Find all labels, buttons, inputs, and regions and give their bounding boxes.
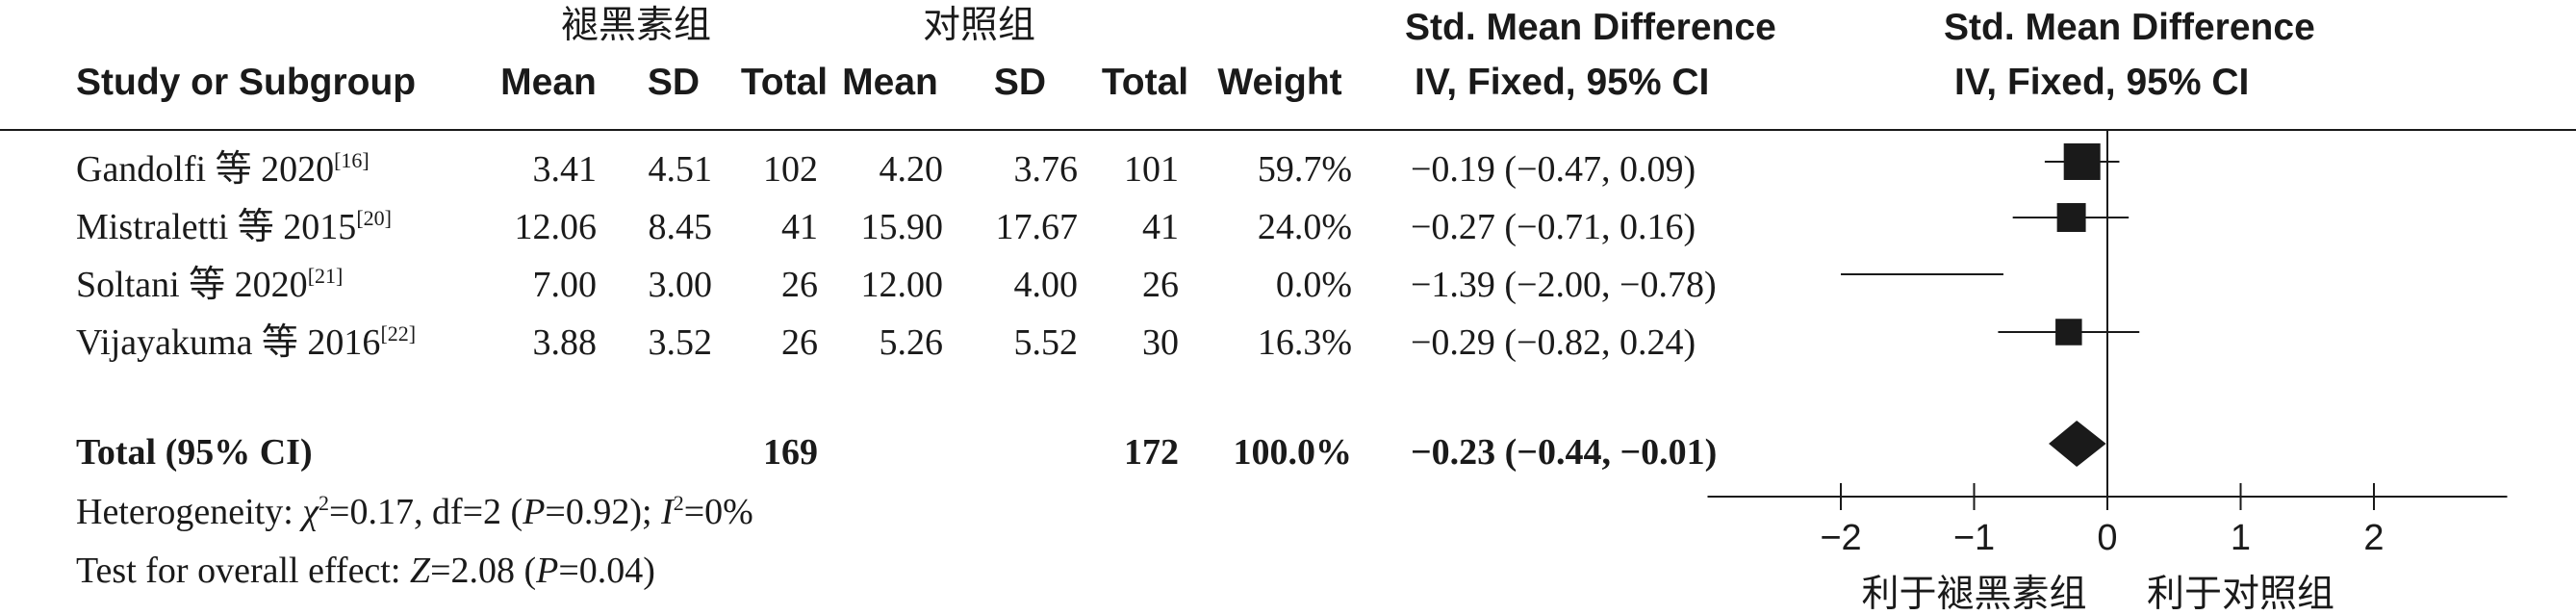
column-header-sd1: SD — [647, 62, 701, 103]
study-weight: 24.0% — [1257, 207, 1352, 247]
column-header-total1: Total — [740, 62, 829, 103]
favours-melatonin-label: 利于褪黑素组 — [1861, 573, 2086, 615]
study-weight: 59.7% — [1257, 149, 1352, 190]
heterogeneity-note: Heterogeneity: χ2=0.17, df=2 (P=0.92); I… — [76, 491, 753, 532]
study-ci: −1.39 (−2.00, −0.78) — [1411, 265, 1717, 305]
smd-subheader-left: IV, Fixed, 95% CI — [1415, 62, 1710, 103]
study-mean2: 12.00 — [860, 265, 944, 305]
study-mean1: 3.41 — [532, 149, 598, 190]
total-n2: 172 — [1124, 432, 1179, 473]
study-ci: −0.29 (−0.82, 0.24) — [1411, 322, 1696, 363]
study-ci: −0.27 (−0.71, 0.16) — [1411, 207, 1696, 247]
smd-header-right: Std. Mean Difference — [1944, 7, 2315, 48]
column-header-total2: Total — [1101, 62, 1189, 103]
study-sd1: 8.45 — [648, 207, 713, 247]
column-header-sd2: SD — [993, 62, 1047, 103]
x-tick-label: 2 — [2363, 518, 2384, 558]
study-sd1: 4.51 — [648, 149, 713, 190]
x-tick-label: 1 — [2231, 518, 2251, 558]
study-mean2: 15.90 — [860, 207, 944, 247]
favours-control-label: 利于对照组 — [2147, 573, 2334, 615]
study-mean1: 7.00 — [532, 265, 598, 305]
study-sd2: 3.76 — [1013, 149, 1079, 190]
study-n1: 41 — [781, 207, 818, 247]
study-n1: 26 — [781, 265, 818, 305]
total-label: Total (95% CI) — [76, 432, 313, 473]
study-sd1: 3.52 — [648, 322, 713, 363]
point-estimate — [2055, 319, 2082, 346]
group-header-control: 对照组 — [923, 4, 1036, 47]
column-header-mean1: Mean — [500, 62, 597, 103]
column-header-mean2: Mean — [842, 62, 938, 103]
overall-diamond — [2049, 421, 2106, 467]
study-mean2: 5.26 — [879, 322, 944, 363]
study-name: Soltani 等 2020[21] — [76, 264, 344, 305]
study-sd2: 5.52 — [1013, 322, 1079, 363]
column-header-study: Study or Subgroup — [76, 62, 417, 103]
smd-subheader-right: IV, Fixed, 95% CI — [1954, 62, 2250, 103]
point-estimate — [2056, 203, 2086, 232]
group-header-melatonin: 褪黑素组 — [561, 4, 712, 47]
study-n2: 26 — [1142, 265, 1179, 305]
study-mean2: 4.20 — [879, 149, 944, 190]
x-tick-label: 0 — [2097, 518, 2117, 558]
study-name: Mistraletti 等 2015[20] — [76, 206, 392, 247]
x-tick-label: −2 — [1820, 518, 1861, 558]
header-rule — [0, 129, 2576, 131]
study-n1: 26 — [781, 322, 818, 363]
total-ci: −0.23 (−0.44, −0.01) — [1411, 432, 1718, 473]
study-mean1: 3.88 — [532, 322, 598, 363]
study-weight: 16.3% — [1257, 322, 1352, 363]
study-n2: 101 — [1124, 149, 1179, 190]
study-sd2: 17.67 — [995, 207, 1079, 247]
study-sd1: 3.00 — [648, 265, 713, 305]
study-name: Gandolfi 等 2020[16] — [76, 148, 370, 190]
total-weight: 100.0% — [1233, 432, 1353, 473]
overall-effect-note: Test for overall effect: Z=2.08 (P=0.04) — [76, 551, 655, 591]
study-n2: 41 — [1142, 207, 1179, 247]
total-n1: 169 — [763, 432, 818, 473]
study-n1: 102 — [763, 149, 818, 190]
study-name: Vijayakuma 等 2016[22] — [76, 321, 417, 363]
study-weight: 0.0% — [1275, 265, 1352, 305]
study-sd2: 4.00 — [1013, 265, 1079, 305]
x-tick-label: −1 — [1953, 518, 1995, 558]
column-header-weight: Weight — [1217, 62, 1342, 103]
study-n2: 30 — [1142, 322, 1179, 363]
study-ci: −0.19 (−0.47, 0.09) — [1411, 149, 1696, 190]
smd-header-left: Std. Mean Difference — [1405, 7, 1776, 48]
study-mean1: 12.06 — [514, 207, 598, 247]
point-estimate — [2063, 143, 2101, 180]
